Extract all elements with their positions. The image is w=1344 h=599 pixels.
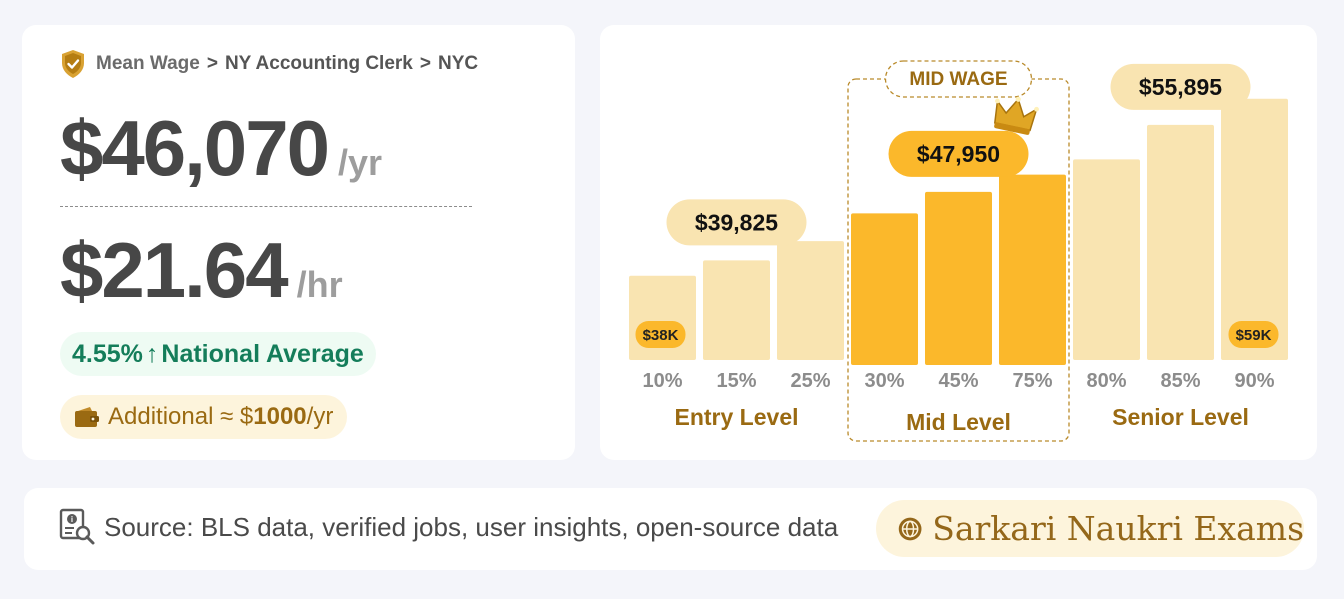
tick-label: 15% bbox=[716, 370, 756, 392]
breadcrumb: Mean Wage > NY Accounting Clerk > NYC bbox=[60, 49, 478, 79]
svg-text:i: i bbox=[71, 515, 73, 524]
source-text: Source: BLS data, verified jobs, user in… bbox=[104, 511, 839, 542]
value-label-pill bbox=[888, 130, 1029, 177]
tick-label: 45% bbox=[938, 370, 978, 392]
annual-wage-unit: /yr bbox=[337, 142, 382, 183]
value-label: $39,825 bbox=[695, 209, 778, 235]
tick-label: 85% bbox=[1160, 370, 1200, 392]
value-label: $55,895 bbox=[1139, 74, 1222, 100]
national-label: National Average bbox=[161, 339, 364, 368]
bar-80% bbox=[1073, 159, 1140, 360]
national-average-badge: 4.55% ↑ National Average bbox=[60, 332, 376, 376]
wage-distribution-chart-card: 10% 15% 25% 30% 45% 75% 80% 85% 90% Entry Level Mi… bbox=[600, 25, 1317, 460]
value-chip-label: $38K bbox=[643, 327, 679, 344]
mid-wage-badge-label: MID WAGE bbox=[909, 69, 1007, 90]
tick-label: 75% bbox=[1012, 370, 1052, 392]
mid-wage-badge bbox=[884, 60, 1033, 98]
brand-badge[interactable]: Sarkari Naukri Exams bbox=[876, 500, 1304, 557]
breadcrumb-separator: > bbox=[206, 53, 218, 74]
bar-45% bbox=[925, 191, 992, 365]
hourly-wage-value: $21.64 bbox=[60, 226, 289, 314]
annual-wage: $46,070/yr bbox=[60, 103, 382, 194]
national-percent: 4.55% bbox=[72, 339, 143, 368]
tick-label: 80% bbox=[1086, 370, 1126, 392]
additional-amount: 1000 bbox=[253, 403, 307, 430]
additional-pay-badge: Additional ≈ $1000/yr bbox=[60, 395, 348, 439]
up-arrow-icon: ↑ bbox=[145, 339, 159, 368]
value-chip bbox=[635, 321, 686, 348]
group-label: Entry Level bbox=[675, 404, 799, 430]
brand-name: Sarkari Naukri Exams bbox=[932, 509, 1304, 548]
additional-suffix: /yr bbox=[306, 403, 334, 430]
shield-check-icon bbox=[62, 50, 84, 78]
wallet-icon bbox=[75, 407, 99, 427]
wage-summary-card: Mean Wage > NY Accounting Clerk > NYC $4… bbox=[22, 25, 575, 460]
tick-label: 10% bbox=[642, 370, 682, 392]
bar-25% bbox=[777, 241, 844, 360]
hourly-wage: $21.64/hr bbox=[60, 225, 343, 316]
breadcrumb-item-mean-wage[interactable]: Mean Wage bbox=[96, 53, 200, 74]
source-note: i Source: BLS data, verified jobs, user … bbox=[58, 508, 838, 546]
breadcrumb-separator: > bbox=[419, 53, 431, 74]
value-label: $47,950 bbox=[917, 141, 1000, 167]
breadcrumb-item-city[interactable]: NYC bbox=[437, 53, 479, 74]
additional-prefix: Additional ≈ $ bbox=[108, 403, 254, 430]
bar-15% bbox=[703, 260, 770, 360]
document-search-icon: i bbox=[59, 508, 95, 545]
footer-card: i Source: BLS data, verified jobs, user … bbox=[24, 488, 1317, 570]
hourly-wage-unit: /hr bbox=[296, 264, 343, 305]
tick-label: 90% bbox=[1234, 370, 1274, 392]
crown-icon bbox=[993, 96, 1039, 135]
wage-distribution-chart: 10% 15% 25% 30% 45% 75% 80% 85% 90% Entry Level Mi… bbox=[629, 60, 1288, 442]
group-label: Senior Level bbox=[1112, 404, 1249, 430]
divider bbox=[60, 206, 472, 207]
annual-wage-value: $46,070 bbox=[60, 104, 330, 192]
mid-level-box bbox=[847, 78, 1070, 442]
value-chip bbox=[1228, 321, 1279, 348]
bar-30% bbox=[851, 213, 918, 365]
bar-90% bbox=[1221, 98, 1288, 360]
value-label-pill bbox=[1110, 63, 1251, 110]
bar-75% bbox=[999, 174, 1066, 365]
tick-label: 25% bbox=[790, 370, 830, 392]
breadcrumb-item-job[interactable]: NY Accounting Clerk bbox=[224, 53, 413, 74]
value-label-pill bbox=[666, 199, 807, 246]
globe-icon bbox=[898, 517, 922, 540]
value-chip-label: $59K bbox=[1236, 327, 1272, 344]
tick-label: 30% bbox=[864, 370, 904, 392]
group-label: Mid Level bbox=[906, 409, 1011, 435]
bar-85% bbox=[1147, 124, 1214, 360]
